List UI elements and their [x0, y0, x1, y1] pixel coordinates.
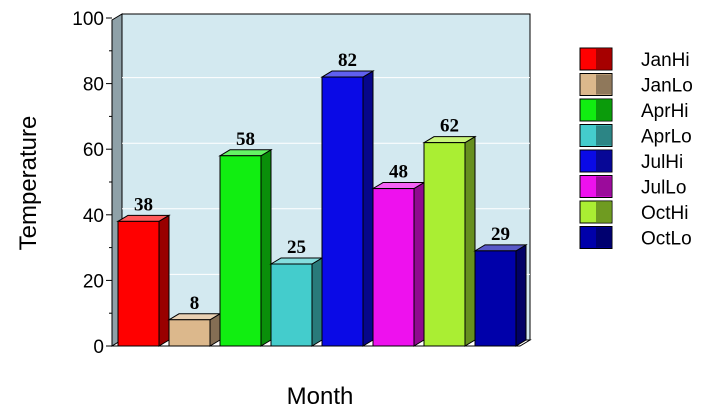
- legend-item-AprLo: AprLo: [579, 124, 692, 148]
- bar-front-face: [117, 220, 160, 347]
- bar-front-face: [474, 250, 517, 347]
- legend-item-JulLo: JulLo: [579, 175, 686, 199]
- bar-AprLo: [269, 257, 324, 347]
- bar-front-face: [423, 142, 466, 347]
- y-tick-label: 100: [72, 9, 104, 30]
- bar-OctLo: [473, 243, 528, 347]
- legend-label: JulLo: [641, 178, 686, 199]
- bar-side-face: [158, 214, 170, 347]
- y-tick-label: 80: [83, 75, 104, 96]
- y-tick-label: 40: [83, 206, 104, 227]
- legend: JanHi JanLo AprHi AprLo JulHi JulLo OctHi OctLo: [579, 47, 693, 250]
- bar-side-face: [515, 243, 527, 347]
- bar-top-face: [422, 136, 477, 144]
- bar-front-face: [372, 188, 415, 347]
- legend-label: OctLo: [641, 229, 692, 250]
- data-label-AprLo: 25: [287, 237, 306, 258]
- legend-swatch-shade: [596, 100, 611, 120]
- y-axis: 0 20 40 60 80 100: [72, 9, 113, 358]
- y-tick-label: 60: [83, 140, 104, 161]
- bar-top-face: [269, 257, 324, 265]
- x-axis-title: Month: [287, 383, 354, 410]
- bar-side-face: [260, 148, 272, 347]
- legend-label: JanLo: [641, 76, 693, 97]
- bar-side-face: [464, 135, 476, 347]
- legend-item-JanLo: JanLo: [579, 73, 693, 97]
- legend-swatch-shade: [596, 202, 611, 222]
- bar-top-face: [473, 244, 528, 252]
- data-label-AprHi: 58: [236, 129, 255, 150]
- bar-top-face: [320, 70, 375, 78]
- bar-AprHi: [218, 148, 273, 347]
- legend-label: JanHi: [641, 50, 690, 71]
- data-label-OctHi: 62: [440, 116, 459, 137]
- y-tick-label: 20: [83, 271, 104, 292]
- bar-JulHi: [320, 70, 375, 347]
- bar-JanLo: [167, 312, 222, 347]
- legend-item-JanHi: JanHi: [579, 47, 690, 71]
- data-label-JulLo: 48: [389, 162, 408, 183]
- bar-side-face: [413, 181, 425, 347]
- bar-OctHi: [422, 135, 477, 347]
- legend-item-OctLo: OctLo: [579, 226, 692, 250]
- legend-label: AprLo: [641, 127, 692, 148]
- data-label-JanHi: 38: [134, 194, 153, 215]
- legend-swatch-shade: [596, 227, 611, 248]
- bar-JanHi: [116, 214, 171, 347]
- bar-side-face: [362, 70, 374, 347]
- bar-top-face: [371, 182, 426, 190]
- bars: [116, 70, 528, 347]
- legend-item-JulHi: JulHi: [579, 149, 683, 173]
- data-label-OctLo: 29: [491, 224, 510, 245]
- bar-JulLo: [371, 181, 426, 347]
- y-tick-label: 0: [93, 337, 104, 358]
- data-label-JulHi: 82: [338, 50, 357, 71]
- bar-top-face: [167, 313, 222, 321]
- legend-swatch-shade: [596, 125, 611, 146]
- legend-item-OctHi: OctHi: [579, 200, 689, 224]
- bar-front-face: [321, 76, 364, 347]
- data-labels: 38 8 58 25 82 48 62 29: [134, 50, 510, 314]
- bar-top-face: [116, 214, 171, 222]
- legend-label: JulHi: [641, 152, 683, 173]
- legend-item-AprHi: AprHi: [579, 98, 689, 122]
- bar-front-face: [168, 319, 211, 347]
- y-axis-title: Temperature: [15, 116, 42, 251]
- bar-side-face: [311, 257, 323, 347]
- legend-label: OctHi: [641, 203, 689, 224]
- bar-front-face: [219, 155, 262, 347]
- legend-swatch-shade: [596, 151, 611, 171]
- bar-front-face: [270, 263, 313, 347]
- bar-top-face: [218, 149, 273, 157]
- legend-swatch-shade: [596, 74, 611, 95]
- legend-swatch-shade: [596, 49, 611, 69]
- data-label-JanLo: 8: [190, 293, 200, 314]
- legend-swatch-shade: [596, 176, 611, 197]
- legend-label: AprHi: [641, 101, 689, 122]
